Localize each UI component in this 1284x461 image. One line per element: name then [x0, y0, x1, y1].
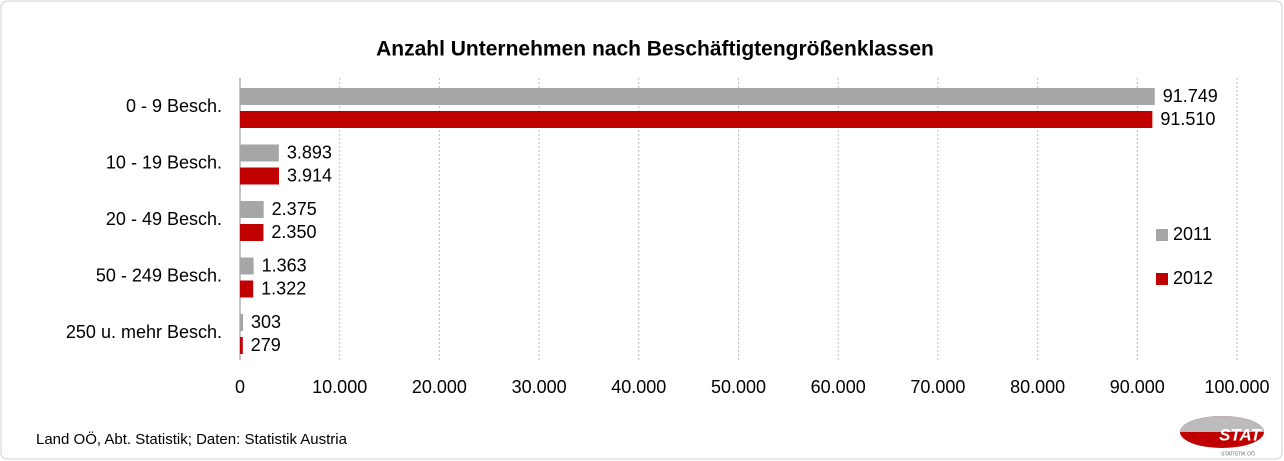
bar: [240, 224, 264, 241]
y-tick-label: 250 u. mehr Besch.: [66, 322, 222, 342]
x-tick-label: 70.000: [910, 377, 965, 397]
y-tick-label: 0 - 9 Besch.: [126, 96, 222, 116]
value-label: 3.914: [287, 165, 332, 185]
source-note: Land OÖ, Abt. Statistik; Daten: Statisti…: [36, 430, 348, 448]
legend-label: 2012: [1173, 268, 1213, 288]
bar: [240, 201, 264, 218]
x-tick-label: 80.000: [1010, 377, 1065, 397]
value-label: 2.350: [271, 222, 316, 242]
bar: [240, 111, 1153, 128]
bar: [240, 88, 1155, 105]
x-tick-label: 50.000: [711, 377, 766, 397]
bar: [240, 144, 279, 162]
logo-shape: [1180, 416, 1264, 432]
x-tick-label: 90.000: [1110, 377, 1165, 397]
value-label: 3.893: [287, 142, 332, 162]
value-label: 1.363: [262, 255, 307, 275]
bar: [240, 337, 243, 354]
y-tick-label: 20 - 49 Besch.: [106, 209, 222, 229]
y-tick-label: 10 - 19 Besch.: [106, 152, 222, 172]
legend-swatch: [1156, 273, 1168, 285]
x-tick-label: 40.000: [611, 377, 666, 397]
legend-label: 2011: [1173, 224, 1212, 244]
x-tick-label: 10.000: [312, 377, 367, 397]
chart-title: Anzahl Unternehmen nach Beschäftigtengrö…: [376, 38, 934, 61]
value-label: 303: [251, 312, 281, 332]
y-tick-label: 50 - 249 Besch.: [96, 265, 222, 285]
value-label: 2.375: [272, 199, 317, 219]
logo-text: STAT: [1219, 425, 1262, 444]
x-tick-label: 100.000: [1204, 377, 1269, 397]
bar: [240, 314, 244, 331]
value-label: 91.510: [1160, 109, 1215, 129]
value-label: 279: [251, 335, 281, 355]
bar: [240, 257, 254, 275]
x-tick-label: 60.000: [811, 377, 866, 397]
x-tick-label: 20.000: [412, 377, 467, 397]
x-tick-label: 0: [235, 377, 245, 397]
bar: [240, 167, 280, 185]
legend-swatch: [1156, 229, 1168, 241]
logo-subtext: STATISTIK OÖ: [1221, 450, 1255, 457]
x-tick-label: 30.000: [512, 377, 567, 397]
logo: STAT STATISTIK OÖ: [1180, 416, 1264, 457]
value-label: 91.749: [1163, 86, 1218, 106]
bar: [240, 280, 254, 298]
value-label: 1.322: [261, 278, 306, 298]
